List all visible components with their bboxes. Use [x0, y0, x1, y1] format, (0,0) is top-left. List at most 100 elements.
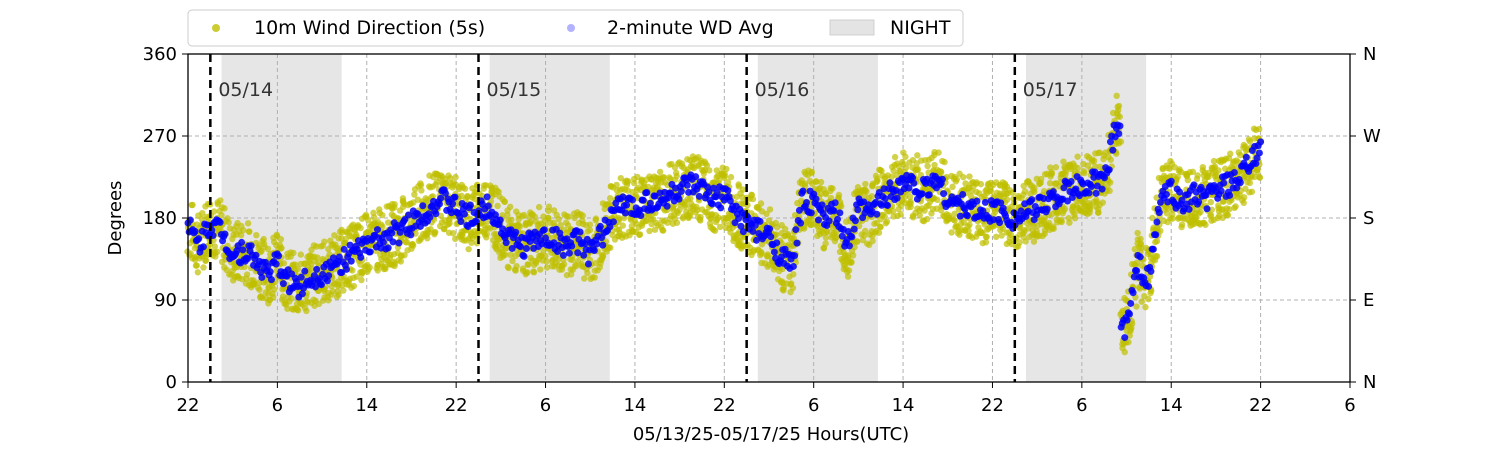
wind-5s-point [615, 216, 623, 223]
axes: 22 6 14 22 6 14 22 6 14 22 6 14 22 6 0 90 180 270 360 N E S W N… [105, 44, 1381, 445]
wd-avg-point [1087, 183, 1095, 191]
wind-5s-point [1210, 157, 1218, 165]
wind-5s-point [188, 201, 195, 209]
wd-avg-point [959, 190, 967, 198]
wind-5s-point [1007, 231, 1015, 239]
x-tick-label: 22 [981, 395, 1004, 416]
wd-avg-point [317, 281, 325, 289]
wd-avg-point [323, 277, 331, 285]
wd-avg-point [379, 238, 387, 246]
wind-5s-point [1107, 179, 1114, 186]
wd-avg-point [629, 196, 637, 204]
wind-5s-point [1157, 227, 1164, 235]
wind-5s-point [314, 254, 321, 261]
wd-avg-point [623, 201, 631, 209]
wd-avg-point [1123, 316, 1131, 324]
legend-label-wind-5s: 10m Wind Direction (5s) [254, 17, 485, 39]
wd-avg-point [831, 199, 839, 207]
wd-avg-point [540, 226, 548, 234]
wind-5s-point [391, 204, 398, 211]
wind-5s-point [1153, 237, 1161, 245]
wind-5s-point [883, 218, 891, 225]
wd-avg-point [963, 212, 971, 220]
wind-5s-point [1022, 238, 1029, 245]
wd-avg-point [850, 225, 858, 233]
wd-avg-point [1242, 153, 1250, 161]
wind-5s-point [703, 162, 711, 169]
day-marker-label: 05/14 [218, 79, 273, 101]
wd-avg-point [373, 226, 381, 234]
wind-5s-point [1092, 163, 1099, 170]
wind-5s-point [418, 187, 425, 194]
wd-avg-point [460, 210, 468, 218]
wd-avg-point [905, 184, 913, 192]
x-tick-label: 14 [355, 395, 378, 416]
wd-avg-point [997, 199, 1005, 207]
wd-avg-point [343, 265, 351, 273]
wind-5s-point [966, 221, 973, 229]
wd-avg-point [1220, 179, 1228, 187]
wind-5s-point [1241, 194, 1248, 201]
wd-avg-point [517, 243, 525, 251]
wd-avg-point [909, 174, 917, 182]
wind-5s-point [983, 233, 990, 241]
wind-5s-point [1060, 158, 1067, 165]
wd-avg-point [313, 265, 321, 273]
wd-avg-point [845, 242, 853, 250]
wd-avg-point [366, 248, 374, 256]
wd-avg-point [1255, 149, 1263, 157]
wind-5s-point [543, 258, 550, 265]
wind-5s-point [502, 251, 509, 258]
wind-5s-point [530, 269, 538, 276]
wd-avg-point [873, 210, 881, 218]
wd-avg-point [1153, 218, 1161, 226]
wind-5s-point [359, 269, 366, 276]
wind-5s-point [198, 215, 206, 223]
wind-5s-point [1045, 219, 1053, 227]
wind-5s-point [411, 191, 418, 198]
wind-5s-point [567, 271, 575, 278]
wind-5s-point [555, 255, 562, 263]
wind-5s-point [225, 219, 232, 226]
wd-avg-point [216, 218, 224, 226]
y-right-tick-label: N [1363, 44, 1376, 65]
wind-5s-point [646, 227, 653, 235]
x-tick-label: 22 [445, 395, 468, 416]
wd-avg-point [508, 244, 516, 252]
wind-5s-point [1137, 235, 1144, 243]
wind-5s-point [506, 203, 514, 211]
wind-5s-point [1004, 196, 1011, 203]
wind-5s-point [557, 221, 564, 229]
wind-5s-point [1117, 138, 1125, 145]
wind-5s-point [861, 227, 869, 235]
wind-5s-point [401, 251, 408, 259]
wd-avg-point [238, 238, 246, 246]
wind-5s-point [303, 307, 310, 315]
wind-5s-point [656, 168, 664, 176]
wind-5s-point [1133, 259, 1141, 266]
wind-5s-point [1040, 217, 1048, 224]
wind-5s-point [1169, 211, 1176, 218]
wind-5s-point [1256, 174, 1263, 181]
wd-avg-point [1226, 191, 1234, 199]
wind-5s-point [808, 169, 815, 177]
wind-5s-point [711, 227, 719, 234]
wd-avg-point [426, 213, 434, 221]
wind-5s-point [294, 265, 302, 273]
legend-marker-night [829, 19, 875, 36]
wind-5s-point [966, 173, 973, 180]
wind-5s-point [581, 275, 588, 282]
wd-avg-point [807, 209, 815, 217]
wd-avg-point [267, 276, 275, 284]
wind-5s-point [901, 193, 909, 200]
wind-5s-point [584, 269, 591, 277]
wind-5s-point [379, 223, 386, 230]
wind-5s-point [214, 248, 221, 256]
wind-5s-point [727, 173, 735, 181]
wind-5s-point [494, 202, 501, 210]
wd-avg-point [395, 239, 403, 247]
wind-5s-point [907, 198, 914, 206]
wd-avg-point [773, 239, 781, 247]
wd-avg-point [346, 241, 354, 249]
wd-avg-point [814, 216, 822, 224]
